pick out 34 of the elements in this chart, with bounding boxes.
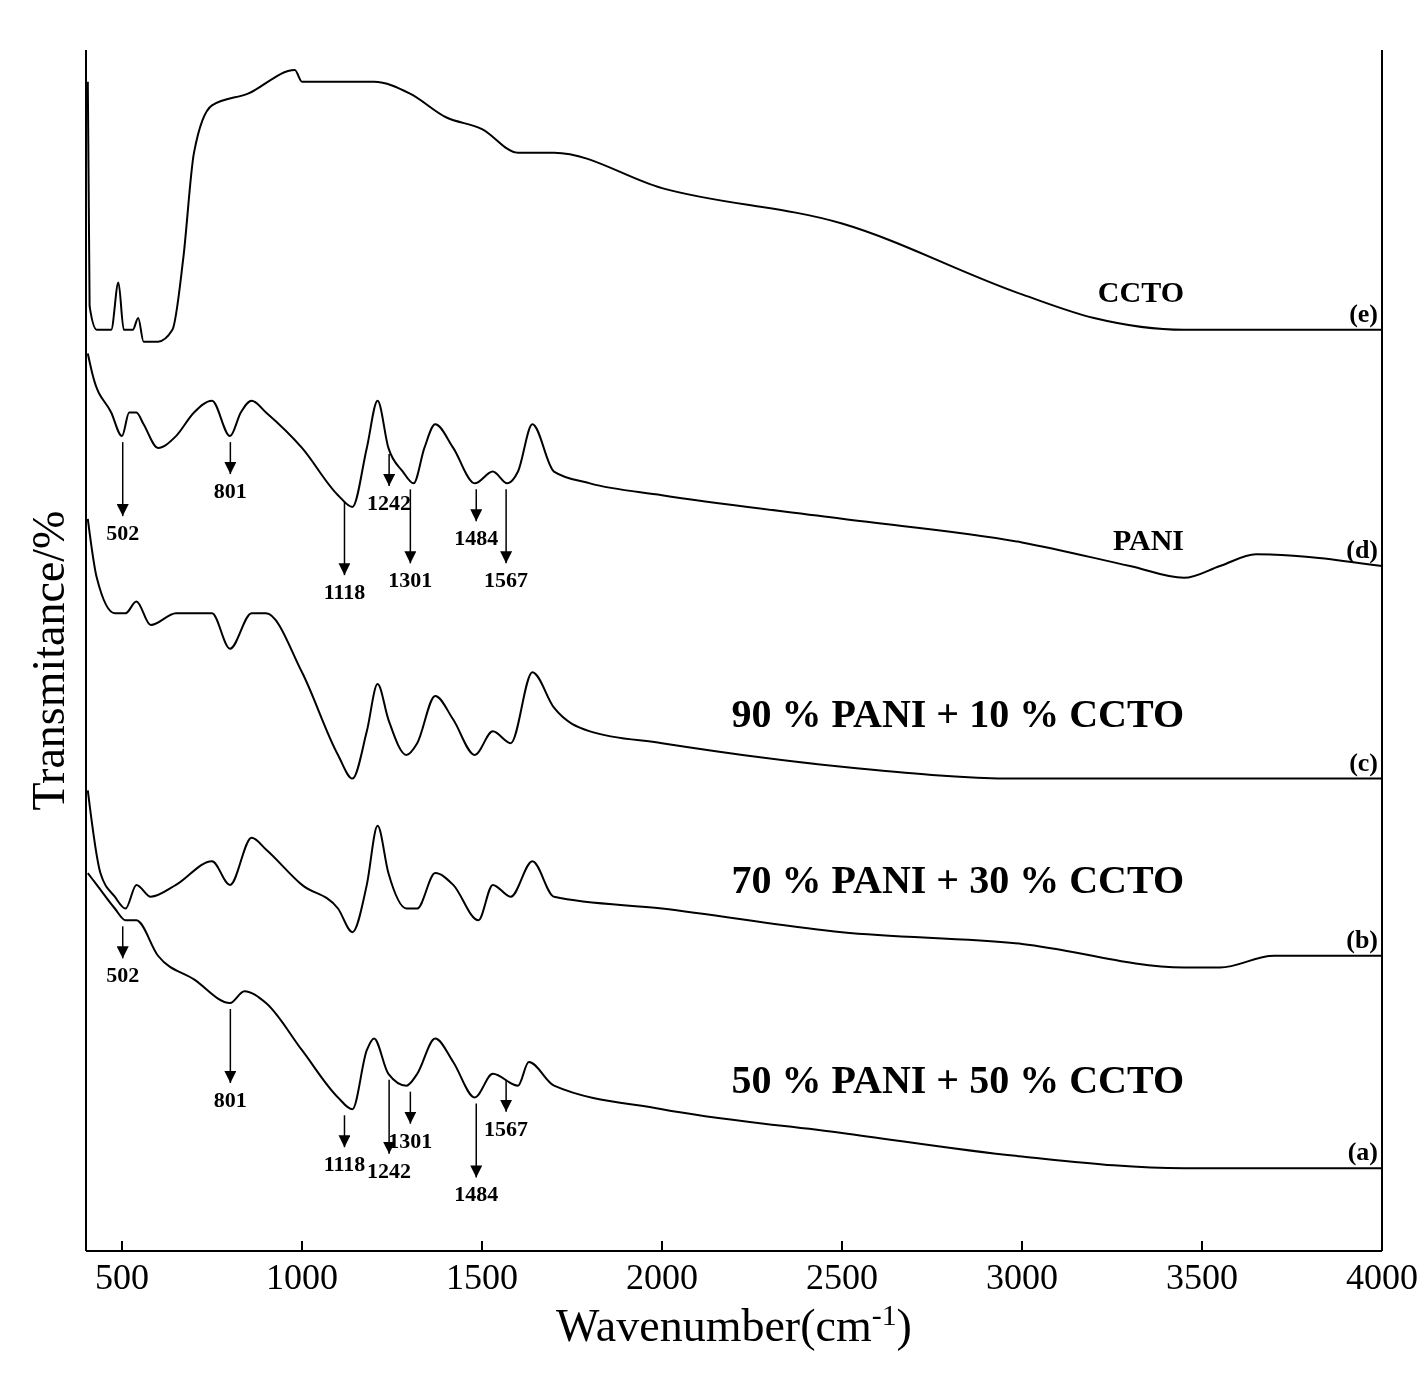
annotation: 1567 [484, 567, 529, 593]
x-tick-label: 4000 [1346, 1257, 1418, 1297]
annotation: (a) [1347, 1137, 1378, 1167]
annotation: 1242 [367, 489, 412, 515]
annotation: 1567 [484, 1115, 529, 1141]
annotation: (e) [1349, 298, 1378, 328]
x-tick-label: 1000 [266, 1257, 338, 1297]
annotation: (c) [1349, 747, 1378, 777]
series-label: 90 % PANI + 10 % CCTO [731, 691, 1184, 737]
annotation: 801 [213, 478, 247, 504]
annotation: 1484 [454, 1181, 499, 1207]
x-axis-title: Wavenumber(cm$^{-1}$) [556, 1297, 912, 1351]
series-label: PANI [1112, 523, 1184, 557]
x-tick-label: 2500 [806, 1257, 878, 1297]
x-tick-label: 1500 [446, 1257, 518, 1297]
x-tick-label: 2000 [626, 1257, 698, 1297]
annotation: 1301 [388, 567, 433, 593]
x-tick-label: 3000 [986, 1257, 1058, 1297]
annotation: 1484 [454, 525, 499, 551]
annotation: 1118 [323, 1151, 366, 1177]
annotation: 502 [106, 962, 140, 988]
series-label: 70 % PANI + 30 % CCTO [731, 856, 1184, 902]
series-label: CCTO [1097, 275, 1184, 309]
annotation: (b) [1346, 924, 1378, 954]
annotation: (d) [1346, 535, 1378, 565]
annotation: 801 [213, 1086, 247, 1112]
annotation: 1118 [323, 579, 366, 605]
annotation: 1301 [388, 1127, 433, 1153]
series-label: 50 % PANI + 50 % CCTO [731, 1057, 1184, 1103]
annotation: 1242 [367, 1157, 412, 1183]
x-tick-label: 3500 [1166, 1257, 1238, 1297]
annotation: 502 [106, 520, 140, 546]
y-axis-title: Transmitance/% [23, 510, 74, 811]
x-tick-label: 500 [95, 1257, 149, 1297]
